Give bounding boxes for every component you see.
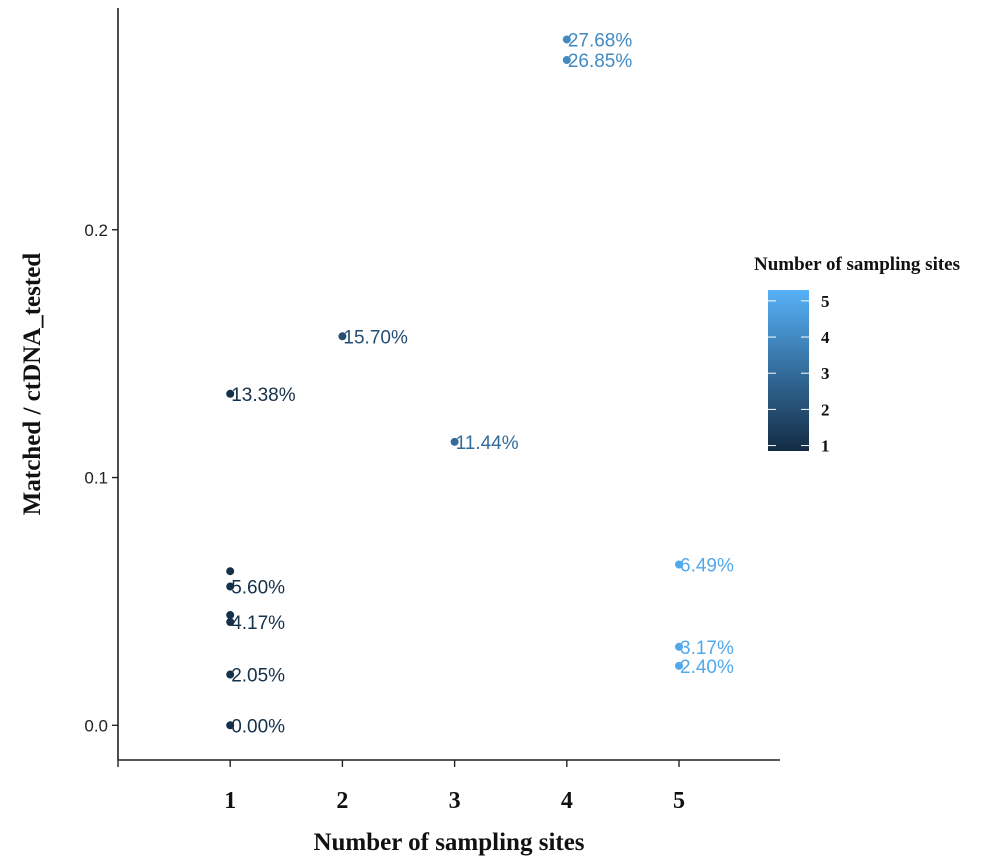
data-label: 2.05%	[231, 666, 285, 687]
x-axis-title: Number of sampling sites	[313, 829, 584, 856]
data-point	[226, 389, 235, 398]
color-legend: Number of sampling sites 1 2 3 4 5	[754, 254, 960, 456]
data-point	[226, 567, 235, 576]
x-tick-label: 5	[673, 788, 685, 814]
legend-title: Number of sampling sites	[754, 254, 960, 275]
x-tick-label: 2	[336, 788, 348, 814]
legend-tick-label: 1	[821, 437, 830, 456]
data-point	[226, 617, 235, 626]
data-points	[226, 35, 684, 730]
x-tick-label: 4	[561, 788, 573, 814]
legend-tick-label: 5	[821, 292, 830, 311]
data-point	[226, 582, 235, 591]
data-label: 4.17%	[231, 613, 285, 634]
plot-area: 0.0 0.1 0.2 1 2 3 4 5 0.00% 2.05% 4.17% 5.60% 13.3…	[84, 8, 780, 814]
x-tick-label: 1	[224, 788, 236, 814]
legend-tick-label: 3	[821, 364, 830, 383]
legend-tick-label: 4	[821, 328, 830, 347]
data-label: 15.70%	[343, 327, 408, 348]
data-point	[675, 560, 684, 569]
legend-tick-label: 2	[821, 400, 830, 419]
y-tick-label: 0.1	[84, 469, 108, 488]
y-tick-label: 0.2	[84, 221, 108, 240]
x-axis-ticks: 1 2 3 4 5	[117, 760, 685, 814]
data-label: 6.49%	[680, 556, 734, 577]
data-label: 13.38%	[231, 385, 296, 406]
data-label: 5.60%	[231, 578, 285, 599]
data-point	[450, 437, 459, 446]
data-label: 27.68%	[568, 30, 633, 51]
data-point	[562, 56, 571, 65]
data-point	[338, 332, 347, 341]
y-axis-title: Matched / ctDNA_tested	[19, 253, 46, 516]
y-axis-ticks: 0.0 0.1 0.2	[84, 221, 118, 735]
y-tick-label: 0.0	[84, 716, 108, 735]
data-label: 26.85%	[568, 51, 633, 72]
data-point	[675, 661, 684, 670]
colorbar	[768, 290, 809, 451]
data-point	[562, 35, 571, 44]
data-label: 11.44%	[456, 433, 519, 454]
data-point	[226, 721, 235, 730]
x-tick-label: 3	[449, 788, 461, 814]
data-point	[226, 670, 235, 679]
data-label: 0.00%	[231, 716, 285, 737]
data-point	[675, 642, 684, 651]
data-label: 3.17%	[680, 638, 734, 659]
data-label: 2.40%	[680, 657, 734, 678]
data-point	[226, 611, 235, 620]
data-labels: 0.00% 2.05% 4.17% 5.60% 13.38% 15.70% 11.44% 27…	[231, 30, 734, 737]
legend-ticks: 1 2 3 4 5	[768, 292, 830, 456]
